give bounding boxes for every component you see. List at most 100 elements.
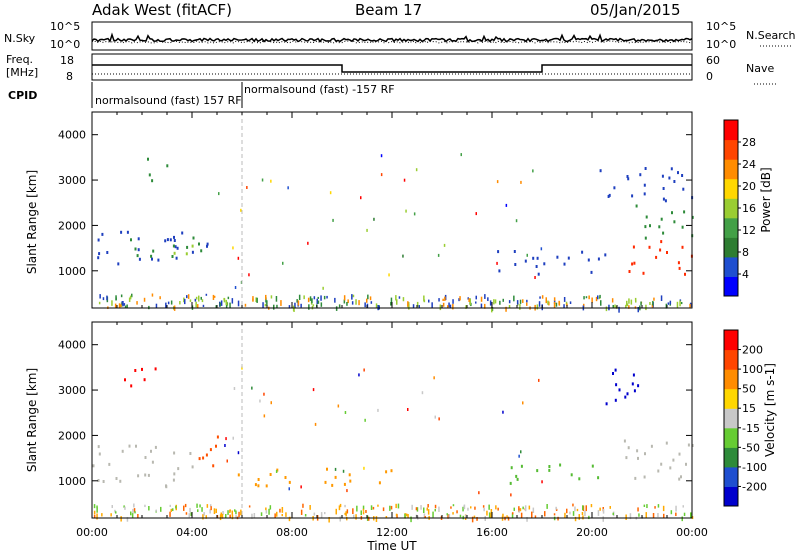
ground-scatter-cell	[628, 298, 630, 304]
isolated-cell	[366, 228, 368, 232]
ground-scatter-cell	[265, 507, 267, 511]
freq-tick-top: 18	[60, 54, 74, 67]
data-cell	[151, 179, 154, 183]
ground-scatter-cell	[508, 305, 511, 309]
colorbar-tick-label: 8	[742, 246, 749, 259]
ground-scatter-cell	[423, 295, 425, 302]
isolated-cell	[443, 243, 446, 247]
data-cell	[673, 220, 676, 224]
ground-scatter-cell	[513, 507, 515, 511]
data-cell	[524, 259, 527, 263]
ground-scatter-cell	[276, 304, 278, 308]
ground-scatter-cell	[183, 297, 185, 303]
ground-scatter-cell	[122, 301, 124, 307]
ground-scatter-cell	[578, 514, 580, 520]
isolated-cell	[240, 208, 242, 212]
data-cell	[138, 257, 141, 261]
data-cell	[660, 462, 663, 466]
colorbar-swatch	[724, 486, 738, 507]
ground-scatter-cell	[338, 505, 341, 511]
data-cell	[172, 244, 175, 248]
ground-scatter-cell	[124, 506, 126, 510]
ground-scatter-cell	[312, 304, 315, 307]
ground-scatter-cell	[307, 297, 310, 303]
data-cell	[677, 171, 679, 175]
ground-scatter-cell	[538, 301, 541, 307]
ground-scatter-cell	[528, 505, 531, 510]
data-cell	[644, 225, 647, 229]
ground-scatter-cell	[447, 514, 449, 519]
data-cell	[662, 231, 665, 235]
ground-scatter-cell	[600, 300, 602, 306]
colorbar-tick-label: 200	[742, 344, 763, 357]
nsky-tick-top: 10^5	[50, 20, 80, 33]
ground-scatter-cell	[583, 296, 585, 300]
ground-scatter-cell	[309, 296, 312, 301]
ground-scatter-cell	[531, 511, 533, 518]
isolated-cell	[437, 253, 440, 257]
nsky-label: N.Sky	[4, 32, 36, 45]
ground-scatter-cell	[198, 295, 200, 302]
ground-scatter-cell	[370, 301, 373, 304]
data-cell	[147, 157, 149, 161]
isolated-cell	[520, 450, 522, 454]
data-cell	[134, 369, 137, 372]
ground-scatter-cell	[482, 505, 485, 508]
power-panel: Slant Range [km] 1000 2000 3000 4000	[25, 111, 694, 313]
nsearch-tick-top: 10^5	[706, 20, 736, 33]
ground-scatter-cell	[572, 511, 575, 516]
data-cell	[97, 479, 100, 482]
ground-scatter-cell	[362, 505, 365, 510]
nsky-tick-bottom: 10^0	[50, 38, 80, 51]
ground-scatter-cell	[353, 514, 355, 519]
ground-scatter-cell	[612, 305, 614, 308]
nave-label: Nave	[746, 62, 774, 75]
ground-scatter-cell	[385, 516, 388, 519]
ground-scatter-cell	[574, 506, 576, 512]
data-cell	[556, 255, 559, 259]
ground-scatter-cell	[555, 508, 558, 511]
ground-scatter-cell	[202, 514, 204, 520]
ground-scatter-cell	[114, 303, 117, 309]
ground-scatter-cell	[209, 504, 212, 507]
isolated-cell	[225, 437, 227, 441]
ground-scatter-cell	[144, 504, 146, 508]
ground-scatter-cell	[609, 506, 611, 509]
ground-scatter-cell	[432, 511, 434, 518]
data-cell	[171, 255, 174, 258]
ground-scatter-cell	[489, 300, 492, 306]
data-cell	[633, 261, 636, 265]
ground-scatter-cell	[662, 505, 665, 512]
nave-tick-top: 60	[706, 54, 720, 67]
ground-scatter-cell	[222, 511, 224, 515]
data-cell	[633, 389, 636, 393]
y-tick-label: 3000	[58, 384, 86, 397]
data-cell	[130, 384, 133, 388]
ground-scatter-cell	[597, 510, 600, 516]
ground-scatter-cell	[463, 505, 465, 510]
ground-scatter-cell	[334, 297, 336, 303]
x-tick-label: 04:00	[176, 526, 208, 539]
ground-scatter-cell	[148, 506, 150, 511]
y-tick-label: 4000	[58, 339, 86, 352]
isolated-cell	[312, 388, 315, 392]
velocity-plot-bg	[92, 322, 692, 518]
isolated-cell	[282, 261, 284, 265]
isolated-cell	[363, 466, 365, 470]
ground-scatter-cell	[480, 296, 483, 302]
ground-scatter-cell	[197, 304, 199, 309]
ground-scatter-cell	[465, 514, 467, 518]
ground-scatter-cell	[203, 512, 205, 516]
ground-scatter-cell	[452, 303, 454, 310]
data-cell	[269, 473, 272, 476]
freq-label-line1: Freq.	[6, 53, 33, 66]
ground-scatter-cell	[467, 297, 469, 300]
data-cell	[590, 270, 593, 274]
ground-scatter-cell	[119, 304, 122, 308]
ground-scatter-cell	[448, 514, 451, 519]
data-cell	[661, 174, 664, 178]
isolated-cell	[520, 180, 522, 184]
freq-frame	[91, 53, 693, 81]
ground-scatter-cell	[494, 299, 497, 304]
x-tick-label: 12:00	[376, 526, 408, 539]
